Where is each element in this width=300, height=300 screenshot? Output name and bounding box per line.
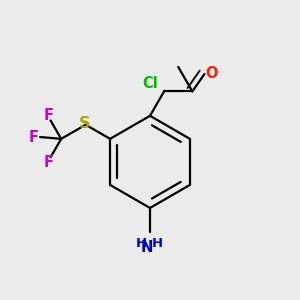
Text: H: H xyxy=(136,237,147,250)
Text: S: S xyxy=(78,116,90,131)
Text: Cl: Cl xyxy=(142,76,158,91)
Text: F: F xyxy=(43,155,53,170)
Text: F: F xyxy=(43,108,53,123)
Text: N: N xyxy=(140,240,153,255)
Text: H: H xyxy=(152,237,163,250)
Text: F: F xyxy=(28,130,39,145)
Text: O: O xyxy=(205,66,217,81)
